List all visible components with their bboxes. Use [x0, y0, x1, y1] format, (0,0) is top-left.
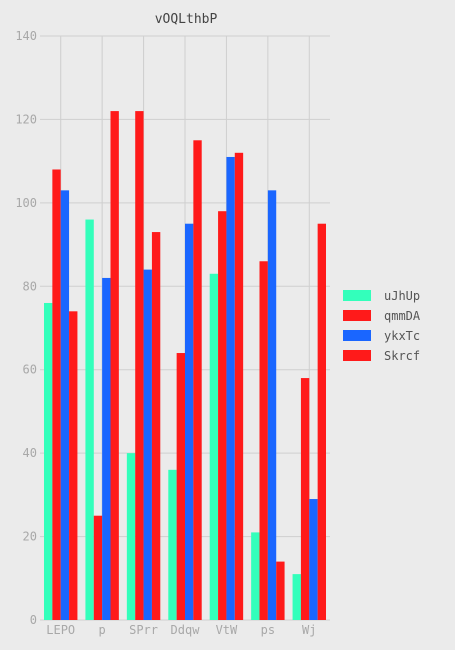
- bar-qmmDA-VtW: [218, 211, 227, 620]
- y-tick-label: 60: [23, 363, 37, 377]
- y-tick-label: 40: [23, 446, 37, 460]
- y-tick-label: 0: [30, 613, 37, 627]
- x-axis: LEPO p SPrr Ddqw VtW ps Wj: [46, 623, 316, 637]
- legend-swatch-qmmDA: [343, 310, 371, 321]
- bar-Skrcf-ps: [276, 561, 285, 620]
- bar-ykxTc-Wj: [309, 499, 318, 620]
- legend-swatch-Skrcf: [343, 350, 371, 361]
- legend-swatch-uJhUp: [343, 290, 371, 301]
- x-tick-label: VtW: [216, 623, 238, 637]
- bar-qmmDA-ps: [259, 261, 268, 620]
- x-tick-label: LEPO: [46, 623, 75, 637]
- bar-Skrcf-SPrr: [151, 232, 161, 621]
- bar-ykxTc-LEPO: [60, 190, 70, 621]
- bars: [44, 111, 326, 621]
- bar-uJhUp-Wj: [292, 574, 301, 620]
- y-tick-label: 140: [15, 29, 37, 43]
- legend-swatch-ykxTc: [343, 330, 371, 341]
- y-tick-label: 120: [15, 112, 37, 126]
- bar-qmmDA-SPrr: [135, 111, 144, 620]
- bar-Skrcf-LEPO: [69, 311, 78, 620]
- bar-uJhUp-Ddqw: [168, 469, 177, 620]
- bar-Skrcf-VtW: [234, 152, 244, 621]
- bar-ykxTc-ps: [267, 190, 277, 621]
- x-tick-label: Ddqw: [171, 623, 201, 637]
- x-tick-label: ps: [261, 623, 275, 637]
- bar-qmmDA-Wj: [300, 378, 310, 620]
- bar-uJhUp-p: [85, 219, 94, 621]
- legend-label-Skrcf: Skrcf: [384, 349, 420, 363]
- legend-label-qmmDA: qmmDA: [384, 309, 421, 323]
- bar-uJhUp-VtW: [209, 273, 219, 620]
- legend-label-uJhUp: uJhUp: [384, 289, 420, 303]
- bar-ykxTc-VtW: [226, 156, 235, 620]
- bar-ykxTc-p: [102, 277, 111, 620]
- bar-ykxTc-Ddqw: [185, 223, 194, 620]
- bar-uJhUp-ps: [251, 532, 260, 620]
- y-tick-label: 20: [23, 530, 37, 544]
- y-axis: 0 20 40 60 80 100 120 140: [15, 29, 37, 627]
- x-tick-label: Wj: [302, 623, 316, 637]
- bar-qmmDA-p: [93, 515, 103, 620]
- bar-uJhUp-LEPO: [44, 302, 53, 620]
- bar-Skrcf-Wj: [317, 223, 326, 620]
- bar-ykxTc-SPrr: [143, 269, 152, 620]
- bar-Skrcf-Ddqw: [193, 140, 202, 621]
- y-tick-label: 100: [15, 196, 37, 210]
- bar-uJhUp-SPrr: [126, 453, 136, 620]
- legend: uJhUp qmmDA ykxTc Skrcf: [343, 289, 421, 363]
- legend-label-ykxTc: ykxTc: [384, 329, 420, 343]
- bar-qmmDA-Ddqw: [176, 353, 185, 620]
- x-tick-label: SPrr: [129, 623, 158, 637]
- chart-title: vOQLthbP: [155, 12, 218, 27]
- x-tick-label: p: [99, 623, 106, 637]
- bar-Skrcf-p: [110, 111, 119, 620]
- y-tick-label: 80: [23, 279, 37, 293]
- bar-qmmDA-LEPO: [52, 169, 61, 620]
